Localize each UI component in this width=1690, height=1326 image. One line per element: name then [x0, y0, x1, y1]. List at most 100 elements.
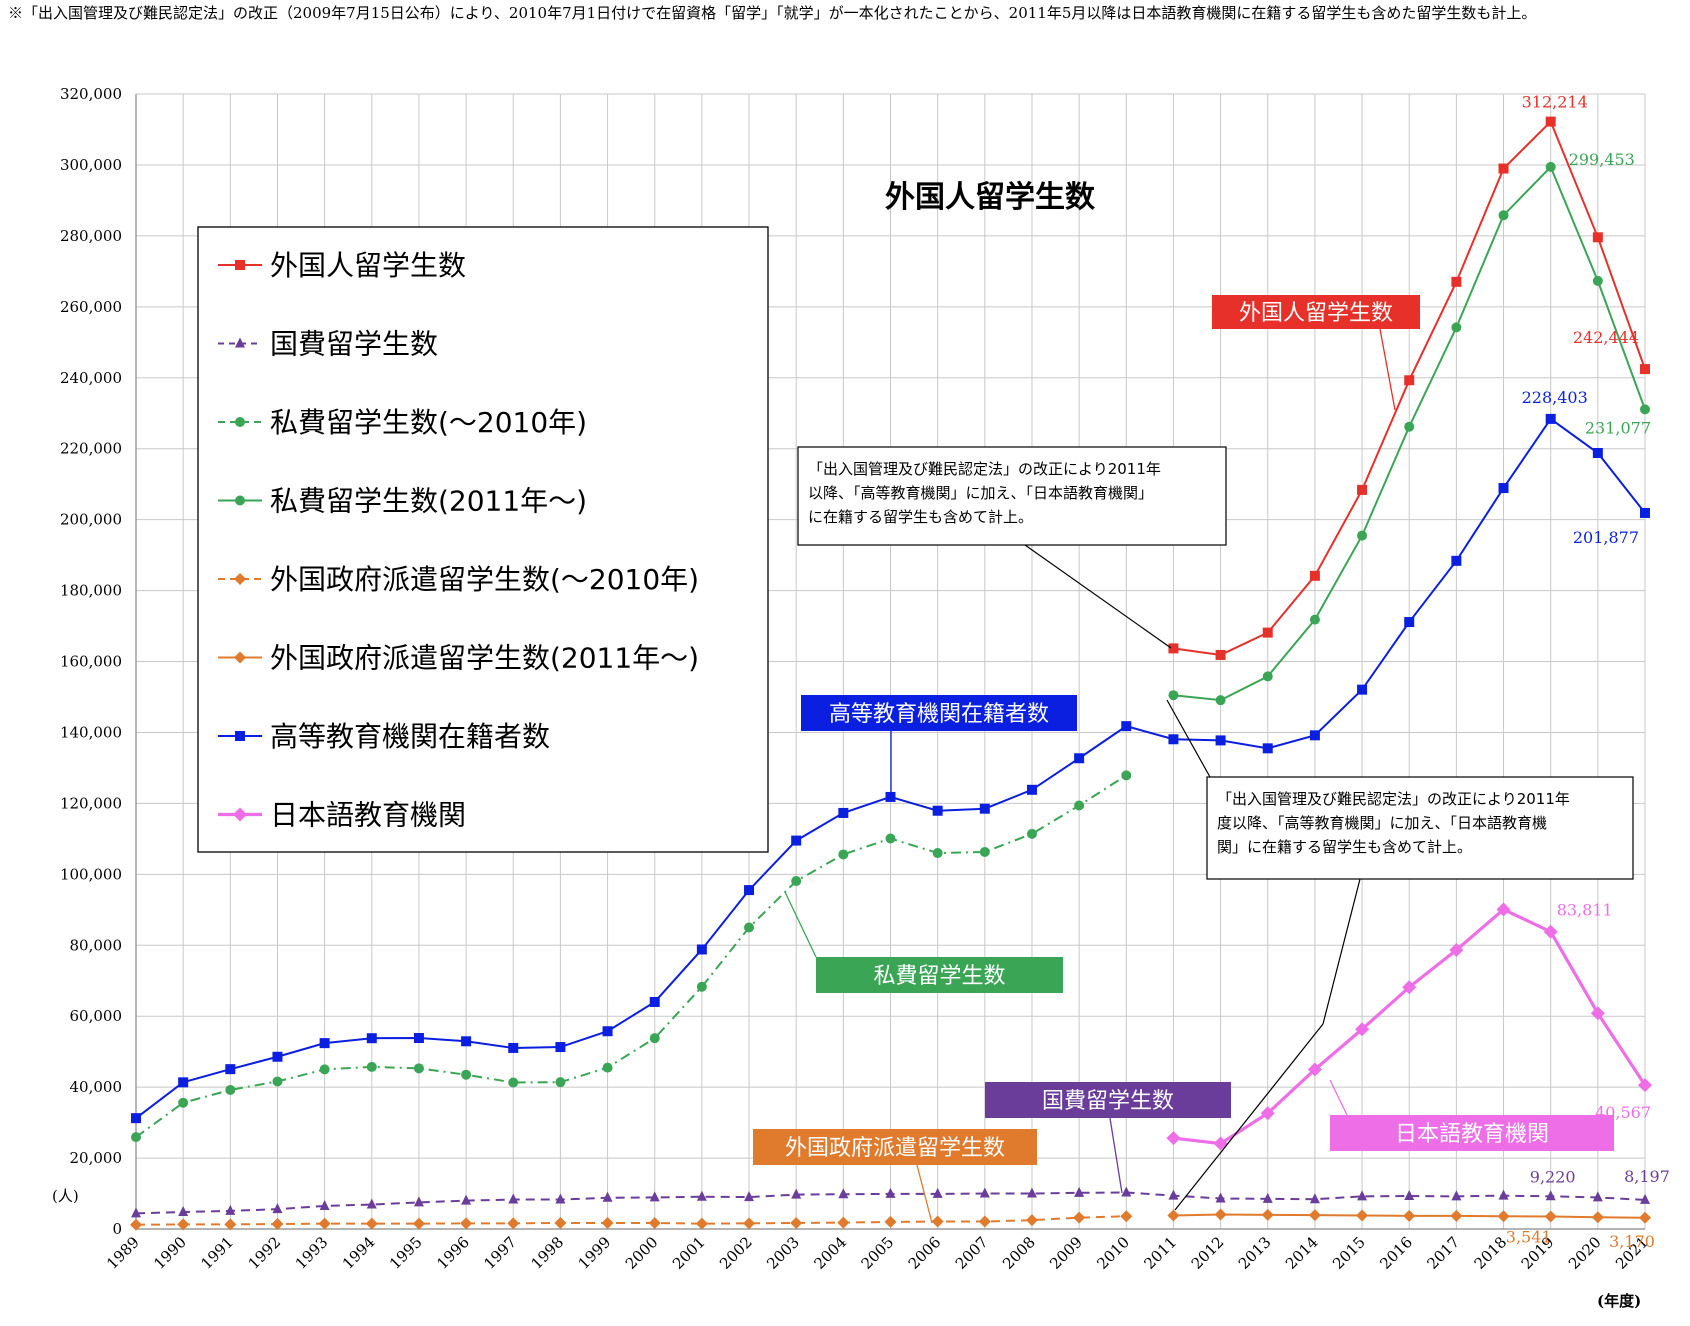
x-tick-label: 1996 [433, 1233, 473, 1273]
marker-square [932, 805, 943, 816]
callout-box [816, 957, 1063, 993]
x-tick-label: 2002 [716, 1233, 756, 1273]
marker-triangle [791, 1188, 802, 1199]
x-tick-label: 1992 [245, 1233, 285, 1273]
data-label: 8,197 [1624, 1167, 1670, 1186]
marker-square [272, 1051, 283, 1062]
marker-square [319, 1038, 330, 1049]
x-tick-label: 1993 [292, 1233, 332, 1273]
marker-square [1309, 570, 1320, 581]
y-tick-label: 220,000 [60, 440, 122, 458]
callout-label: 外国人留学生数 [1239, 301, 1393, 326]
marker-triangle [1309, 1193, 1320, 1204]
annotation-0: 「出入国管理及び難民認定法」の改正により2011年以降、「高等教育機関」に加え、… [797, 446, 1227, 649]
marker-diamond [1402, 980, 1417, 995]
series-2 [131, 770, 1132, 1143]
y-tick-labels: 0 20,000 40,000 60,000 80,000 100,000 120,000 1… [60, 85, 122, 1238]
callout-1: 高等教育機関在籍者数 [801, 695, 1077, 796]
legend-label: 外国政府派遣留学生数(～2010年) [270, 563, 699, 596]
y-tick-label: 300,000 [60, 156, 122, 174]
marker-circle [1309, 614, 1320, 625]
marker-diamond [601, 1216, 614, 1229]
x-tick-label: 2007 [952, 1233, 992, 1273]
marker-diamond [365, 1217, 378, 1230]
x-tick-labels: 1989 1990 1991 1992 1993 1994 1995 1996 1997 1998… [103, 1233, 1652, 1273]
marker-circle [1215, 695, 1226, 706]
marker-diamond [648, 1216, 661, 1229]
marker-square [1309, 730, 1320, 741]
marker-circle [791, 876, 802, 887]
legend-box [197, 226, 769, 853]
marker-circle [1404, 421, 1415, 432]
data-label: 83,811 [1557, 901, 1613, 920]
marker-triangle [1215, 1192, 1226, 1203]
x-tick-label: 1999 [575, 1233, 615, 1273]
marker-diamond [1543, 924, 1558, 939]
marker-square [1215, 735, 1226, 746]
y-tick-label: 240,000 [60, 369, 122, 387]
marker-square [1498, 163, 1509, 174]
marker-triangle [744, 1191, 755, 1202]
series-5 [1167, 1208, 1651, 1224]
y-tick-label: 260,000 [60, 298, 122, 316]
x-tick-label: 2015 [1329, 1233, 1369, 1273]
data-label: 299,453 [1569, 150, 1635, 169]
marker-diamond [1590, 1006, 1605, 1021]
marker-square [1215, 649, 1226, 660]
series-line [135, 1215, 1127, 1226]
marker-diamond [460, 1217, 473, 1230]
marker-circle [461, 1069, 472, 1080]
marker-square [744, 885, 755, 896]
y-tick-label: 100,000 [60, 865, 122, 883]
marker-triangle [1168, 1189, 1179, 1200]
legend-label: 国費留学生数 [270, 328, 438, 361]
marker-square [225, 1064, 236, 1075]
marker-diamond [743, 1217, 756, 1230]
legend-label: 高等教育機関在籍者数 [270, 720, 550, 753]
marker-square [1451, 555, 1462, 566]
marker-diamond [234, 651, 246, 664]
marker-triangle [413, 1196, 424, 1207]
callout-leader [1379, 328, 1396, 411]
marker-square [178, 1077, 189, 1088]
y-tick-label: 280,000 [60, 227, 122, 245]
marker-diamond [1544, 1210, 1557, 1223]
marker-triangle [1262, 1192, 1273, 1203]
annotation-line: に在籍する留学生も含めて計上。 [808, 508, 1033, 526]
x-tick-label: 2009 [1046, 1233, 1086, 1273]
marker-diamond [1356, 1209, 1369, 1222]
marker-circle [225, 1084, 236, 1095]
marker-square [1592, 448, 1603, 459]
x-tick-label: 2017 [1423, 1233, 1463, 1273]
marker-square [1026, 784, 1037, 795]
marker-circle [235, 495, 245, 506]
marker-triangle [272, 1203, 283, 1214]
x-tick-label: 1991 [197, 1233, 237, 1273]
annotation-line: 「出入国管理及び難民認定法」の改正により2011年 [1217, 790, 1570, 808]
marker-square [366, 1033, 377, 1044]
marker-square [1640, 507, 1650, 518]
series-0 [1168, 116, 1650, 660]
marker-diamond [1496, 902, 1511, 917]
marker-circle [885, 833, 896, 844]
marker-square [1451, 276, 1462, 287]
x-tick-label: 1995 [386, 1233, 426, 1273]
marker-square [1357, 684, 1368, 695]
marker-circle [178, 1097, 189, 1108]
marker-circle [413, 1063, 424, 1074]
y-unit-label: (人) [52, 1187, 79, 1205]
legend-item-1: 国費留学生数 [218, 328, 438, 361]
legend-label: 外国政府派遣留学生数(2011年～) [270, 642, 699, 675]
marker-circle [979, 846, 990, 857]
marker-circle [235, 417, 245, 427]
annotation-line: 度以降、「高等教育機関」に加え、「日本語教育機 [1217, 814, 1547, 832]
marker-diamond [224, 1218, 237, 1231]
marker-triangle [649, 1191, 660, 1202]
callout-leader [1329, 1079, 1348, 1116]
marker-square [413, 1033, 424, 1044]
callout-label: 外国政府派遣留学生数 [785, 1136, 1005, 1161]
x-tick-label: 1989 [103, 1233, 143, 1273]
marker-circle [1357, 530, 1368, 541]
